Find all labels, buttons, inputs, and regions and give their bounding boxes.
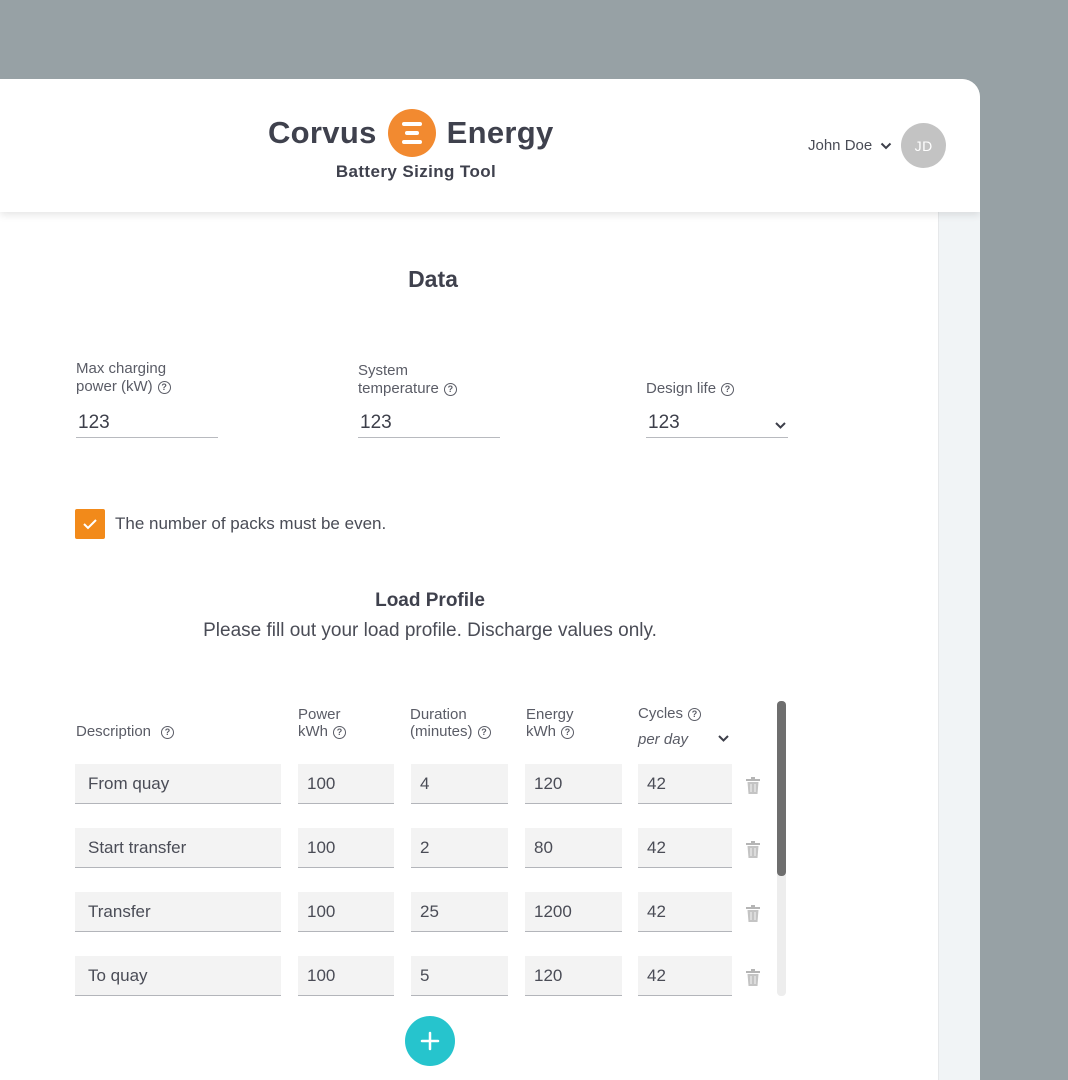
header-line1: Duration (410, 706, 467, 723)
check-icon (83, 519, 97, 530)
row-duration-input[interactable] (411, 764, 508, 804)
header-line2: kWh (298, 723, 328, 740)
row-description-input[interactable] (75, 956, 281, 996)
row-cycles-input[interactable] (638, 892, 732, 932)
row-energy-input[interactable] (525, 956, 622, 996)
avatar[interactable]: JD (901, 123, 947, 168)
row-power-input[interactable] (298, 892, 394, 932)
header-line1: Energy (526, 706, 574, 723)
label-line2: temperature (358, 380, 439, 397)
help-icon[interactable]: ? (161, 725, 175, 739)
column-header-energy: Energy kWh? (526, 706, 574, 740)
row-cycles-input[interactable] (638, 828, 732, 868)
add-row-button[interactable] (405, 1016, 455, 1066)
app-header: Corvus Energy Battery Sizing Tool John D… (0, 79, 980, 212)
row-cycles-input[interactable] (638, 956, 732, 996)
user-menu[interactable]: John Doe JD (808, 123, 947, 168)
row-description-input[interactable] (75, 764, 281, 804)
header-text: Description (76, 723, 152, 740)
row-duration-input[interactable] (411, 892, 508, 932)
plus-icon (420, 1031, 440, 1051)
even-packs-checkbox-row[interactable]: The number of packs must be even. (75, 509, 386, 539)
design-life-field: Design life? (646, 380, 788, 439)
help-icon[interactable]: ? (333, 725, 346, 739)
right-panel-strip (938, 212, 980, 1080)
cycles-unit-select[interactable]: per day (638, 731, 689, 748)
header-line1: Power (298, 706, 341, 723)
label-line2: power (kW) (76, 378, 153, 395)
row-power-input[interactable] (298, 828, 394, 868)
max-charging-power-field: Max charging power (kW)? (76, 360, 218, 439)
label-line1: Max charging (76, 360, 167, 377)
row-energy-input[interactable] (525, 764, 622, 804)
row-power-input[interactable] (298, 764, 394, 804)
chevron-down-icon[interactable] (718, 735, 729, 742)
system-temperature-field: System temperature? (358, 362, 500, 439)
row-power-input[interactable] (298, 956, 394, 996)
header-line1: Cycles (638, 705, 684, 722)
row-duration-input[interactable] (411, 956, 508, 996)
row-cycles-input[interactable] (638, 764, 732, 804)
help-icon[interactable]: ? (688, 707, 702, 721)
trash-icon[interactable] (746, 777, 760, 794)
row-energy-input[interactable] (525, 892, 622, 932)
even-packs-checkbox[interactable] (75, 509, 105, 539)
row-description-input[interactable] (75, 892, 281, 932)
load-profile-title: Load Profile (375, 590, 485, 611)
app-window: Corvus Energy Battery Sizing Tool John D… (0, 79, 980, 1080)
logo: Corvus Energy (268, 108, 554, 158)
row-energy-input[interactable] (525, 828, 622, 868)
row-duration-input[interactable] (411, 828, 508, 868)
design-life-select[interactable] (646, 408, 788, 438)
logo-mark-icon (387, 109, 436, 157)
column-header-description: Description? (76, 723, 175, 740)
help-icon[interactable]: ? (157, 380, 171, 394)
user-name: John Doe (808, 137, 873, 154)
checkbox-label: The number of packs must be even. (115, 514, 387, 533)
help-icon[interactable]: ? (443, 382, 457, 396)
help-icon[interactable]: ? (721, 382, 735, 396)
help-icon[interactable]: ? (477, 725, 491, 739)
load-profile-description: Please fill out your load profile. Disch… (203, 620, 657, 641)
field-label: System temperature? (358, 362, 500, 398)
row-description-input[interactable] (75, 828, 281, 868)
trash-icon[interactable] (746, 841, 760, 858)
field-label: Max charging power (kW)? (76, 360, 218, 396)
header-line2: kWh (526, 723, 556, 740)
column-header-duration: Duration (minutes)? (410, 706, 491, 740)
field-label: Design life? (646, 380, 788, 398)
chevron-down-icon (881, 142, 892, 149)
column-header-power: Power kWh? (298, 706, 346, 740)
chevron-down-icon[interactable] (775, 422, 786, 429)
header-line2: (minutes) (410, 723, 473, 740)
help-icon[interactable]: ? (561, 725, 574, 739)
trash-icon[interactable] (746, 969, 760, 986)
max-charging-power-input[interactable] (76, 408, 218, 438)
column-header-cycles: Cycles? per day (638, 705, 733, 748)
app-subtitle: Battery Sizing Tool (335, 162, 497, 181)
system-temperature-input[interactable] (358, 408, 500, 438)
table-scrollbar-thumb[interactable] (777, 701, 786, 876)
logo-text-right: Energy (446, 115, 554, 150)
section-title-data: Data (408, 266, 458, 292)
label-line1: System (358, 362, 409, 379)
trash-icon[interactable] (746, 905, 760, 922)
logo-text-left: Corvus (268, 115, 377, 150)
label-line2: Design life (646, 380, 717, 397)
